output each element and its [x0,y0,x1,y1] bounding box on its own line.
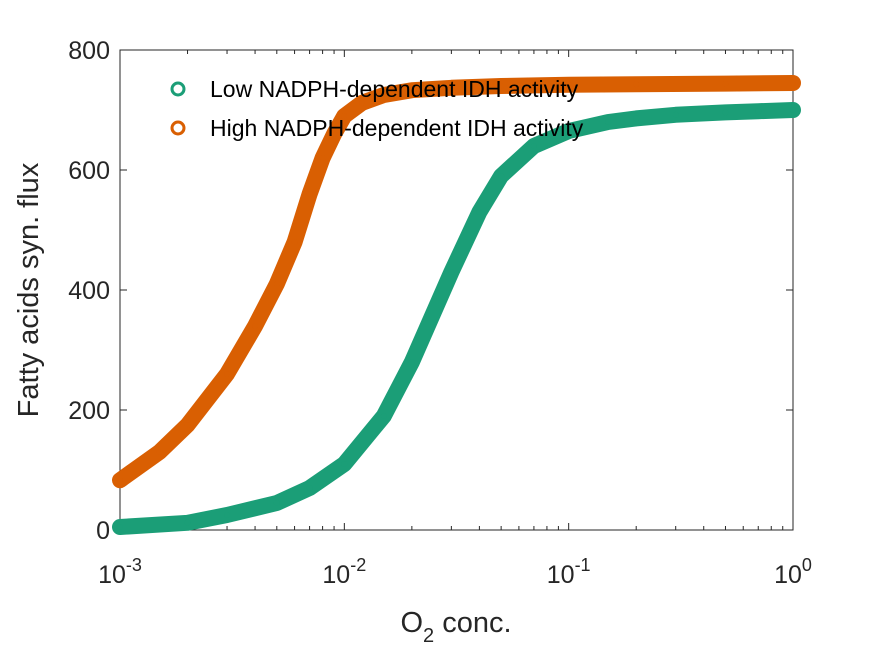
data-point-high [273,281,280,287]
data-point-low [476,209,483,215]
x-tick-base: 10 [774,561,802,589]
data-point-high [331,131,338,137]
legend-marker-low [170,81,186,97]
x-axis-title: O2 conc. [400,607,511,647]
data-point-high [498,83,505,89]
x-tick-exponent: 0 [802,555,812,575]
data-point-high [224,371,231,377]
data-point-low [498,173,505,179]
data-point-low [224,512,231,518]
x-tick-label: 100 [774,555,812,589]
data-point-high [341,113,348,119]
data-point-low [722,109,729,116]
data-point-low [273,500,280,506]
data-point-high [790,80,796,86]
y-tick-label: 400 [68,277,110,305]
legend-label-low: Low NADPH-dependent IDH activity [210,76,579,102]
data-point-high [408,87,415,94]
y-tick-label: 200 [68,397,110,425]
plot-area [119,49,794,531]
y-tick-label: 0 [96,517,110,545]
x-tick-label: 10-3 [98,555,142,589]
data-point-low [117,524,123,530]
data-point-high [359,99,366,106]
x-axis-title-base: O [400,607,423,639]
x-tick-exponent: -3 [126,555,142,575]
legend-label-high: High NADPH-dependent IDH activity [210,115,584,141]
legend: Low NADPH-dependent IDH activity High NA… [170,76,584,141]
data-point-low [530,143,537,149]
data-point-low [790,107,796,113]
y-axis-title: Fatty acids syn. flux [13,162,45,417]
data-point-low [306,485,313,491]
data-point-high [565,81,572,88]
data-point-high [448,84,455,91]
legend-marker-high [170,120,186,136]
data-point-low [565,128,572,134]
x-tick-label: 10-2 [322,555,366,589]
data-point-low [672,111,679,118]
data-point-low [380,413,387,419]
data-point-high [380,92,387,98]
data-point-low [408,359,415,365]
series-layer [112,75,801,535]
x-tick-exponent: -2 [350,555,366,575]
data-point-high [156,449,163,455]
x-tick-exponent: -1 [575,555,591,575]
data-point-high [722,80,729,87]
data-point-low [184,519,191,526]
x-axis-title-subscript: 2 [423,625,434,647]
data-point-high [306,191,313,197]
series-line-high [112,75,801,489]
data-point-low [633,115,640,122]
data-point-high [252,323,259,329]
data-point-high [184,422,191,428]
data-point-high [117,477,123,484]
y-tick-label: 800 [68,37,110,65]
x-tick-base: 10 [547,561,575,589]
data-point-high [633,81,640,88]
data-point-high [319,155,326,161]
x-tick-base: 10 [98,561,126,589]
x-tick-label: 10-1 [547,555,591,589]
data-point-low [605,119,612,125]
x-axis-title-rest: conc. [434,607,511,639]
data-point-low [755,108,762,115]
data-point-low [341,461,348,467]
x-tick-base: 10 [322,561,350,589]
data-point-low [448,269,455,275]
data-point-high [291,239,298,245]
y-tick-label: 600 [68,157,110,185]
